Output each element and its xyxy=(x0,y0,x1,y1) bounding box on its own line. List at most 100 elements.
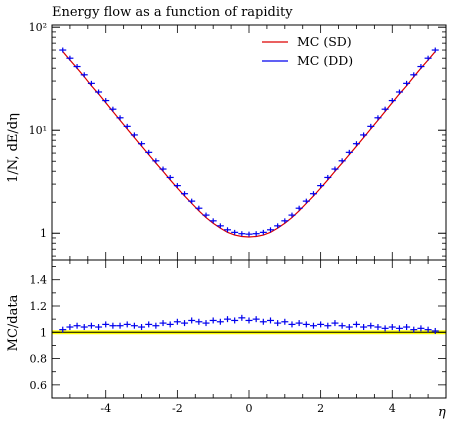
ratio-point xyxy=(309,322,317,329)
series-dd-point xyxy=(403,80,411,86)
series-dd-point xyxy=(102,98,110,104)
ratio-point xyxy=(109,322,117,329)
series-dd-point xyxy=(73,64,81,70)
ratio-point xyxy=(231,317,239,324)
series-dd-point xyxy=(381,106,389,112)
legend-label-dd: MC (DD) xyxy=(297,53,353,68)
x-tick-label: -2 xyxy=(172,402,183,415)
series-dd-point xyxy=(202,212,210,218)
series-dd-point xyxy=(159,166,167,172)
series-dd-point xyxy=(324,174,332,180)
series-dd-point xyxy=(288,212,296,218)
ratio-point xyxy=(417,325,425,332)
legend-label-sd: MC (SD) xyxy=(297,34,352,49)
ratio-point xyxy=(345,324,353,331)
series-dd-point xyxy=(209,218,217,224)
series-dd-point xyxy=(145,149,153,155)
series-dd-point xyxy=(188,198,196,204)
ratio-plot-frame xyxy=(51,259,447,399)
series-dd-point xyxy=(80,72,88,78)
ratio-point xyxy=(295,320,303,327)
ratio-point xyxy=(367,322,375,329)
ratio-point xyxy=(102,321,110,328)
ratio-point xyxy=(173,318,181,325)
ratio-point xyxy=(166,321,174,328)
series-dd-point xyxy=(281,218,289,224)
ratio-point xyxy=(352,321,360,328)
y-tick-label: 10² xyxy=(29,21,47,34)
ratio-point xyxy=(123,321,131,328)
x-tick-label: -4 xyxy=(100,402,111,415)
ratio-point xyxy=(360,324,368,331)
series-dd-point xyxy=(331,166,339,172)
ratio-point xyxy=(302,321,310,328)
ratio-point xyxy=(95,324,103,331)
ratio-point xyxy=(202,320,210,327)
series-dd-point xyxy=(216,223,224,229)
series-dd-point xyxy=(338,158,346,164)
legend: MC (SD) MC (DD) xyxy=(262,34,353,68)
series-dd-point xyxy=(317,183,325,189)
series-dd-point xyxy=(173,183,181,189)
series-dd-point xyxy=(66,55,74,61)
y-axis-label: 1/N, dE/dη xyxy=(6,113,21,183)
x-tick-label: 4 xyxy=(389,402,396,415)
series-dd-point xyxy=(266,227,274,233)
series-dd-point xyxy=(352,141,360,147)
x-tick-label: 2 xyxy=(317,402,324,415)
series-sd-line xyxy=(62,51,436,238)
ratio-point xyxy=(116,322,124,329)
main-plot-panel: 1 10¹ 10² xyxy=(29,21,447,261)
main-plot-frame xyxy=(51,24,447,261)
series-dd-point xyxy=(130,132,138,138)
series-dd-point xyxy=(231,229,239,235)
series-dd-point xyxy=(245,231,253,237)
series-dd-point xyxy=(116,115,124,121)
ratio-point xyxy=(209,317,217,324)
ratio-point xyxy=(331,320,339,327)
ratio-y-tick-label: 0.6 xyxy=(30,379,48,392)
ratio-point xyxy=(424,326,432,333)
series-dd-point xyxy=(95,89,103,95)
ratio-point xyxy=(87,322,95,329)
ratio-point xyxy=(145,321,153,328)
series-dd-point xyxy=(252,231,260,237)
series-dd-point xyxy=(87,80,95,86)
ratio-point xyxy=(410,326,418,333)
series-dd-point xyxy=(395,89,403,95)
series-dd-point xyxy=(374,115,382,121)
ratio-y-axis-label: MC/data xyxy=(6,294,21,351)
ratio-point xyxy=(159,320,167,327)
ratio-point xyxy=(66,324,74,331)
ratio-y-tick-label: 1 xyxy=(40,326,47,339)
ratio-point xyxy=(188,317,196,324)
series-dd-point xyxy=(417,64,425,70)
ratio-point xyxy=(181,320,189,327)
ratio-point xyxy=(80,324,88,331)
series-dd-point xyxy=(410,72,418,78)
series-dd-point xyxy=(309,191,317,197)
ratio-point xyxy=(403,324,411,331)
y-tick-label: 10¹ xyxy=(29,124,47,137)
ratio-point xyxy=(266,317,274,324)
x-tick-label: 0 xyxy=(246,402,253,415)
series-dd-point xyxy=(123,123,131,129)
series-dd-point xyxy=(274,223,282,229)
ratio-point xyxy=(388,324,396,331)
series-dd-point xyxy=(431,47,439,53)
series-dd-point xyxy=(360,132,368,138)
series-dd-point xyxy=(224,227,232,233)
series-dd-point xyxy=(138,141,146,147)
series-dd-point xyxy=(259,229,267,235)
ratio-point xyxy=(224,316,232,323)
ratio-point xyxy=(338,322,346,329)
series-dd-point xyxy=(302,198,310,204)
series-dd-point xyxy=(166,174,174,180)
ratio-point xyxy=(317,321,325,328)
ratio-point xyxy=(245,317,253,324)
ratio-point xyxy=(281,318,289,325)
ratio-point xyxy=(138,324,146,331)
ratio-point xyxy=(395,325,403,332)
